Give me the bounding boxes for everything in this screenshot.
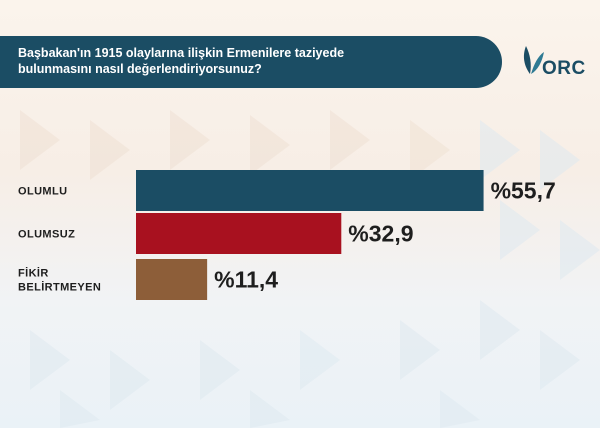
question-header: Başbakan'ın 1915 olaylarına ilişkin Erme… [0, 36, 502, 88]
value-label-1: %55,7 [491, 178, 556, 204]
bar-2 [136, 213, 342, 254]
value-label-3: %11,4 [214, 267, 278, 293]
leaf-icon [523, 46, 544, 74]
value-label-2: %32,9 [348, 221, 413, 247]
bar-3 [136, 259, 208, 300]
logo-text: ORC [542, 58, 586, 79]
category-label-3-line-1: FİKİR [18, 267, 49, 280]
category-label-2: OLUMSUZ [18, 229, 75, 241]
question-title: Başbakan'ın 1915 olaylarına ilişkin Erme… [18, 46, 345, 76]
category-label-1: OLUMLU [18, 186, 67, 198]
category-label-3-line-2: BELİRTMEYEN [18, 281, 101, 294]
orc-logo: ORC [518, 40, 592, 82]
bar-1 [136, 170, 484, 211]
